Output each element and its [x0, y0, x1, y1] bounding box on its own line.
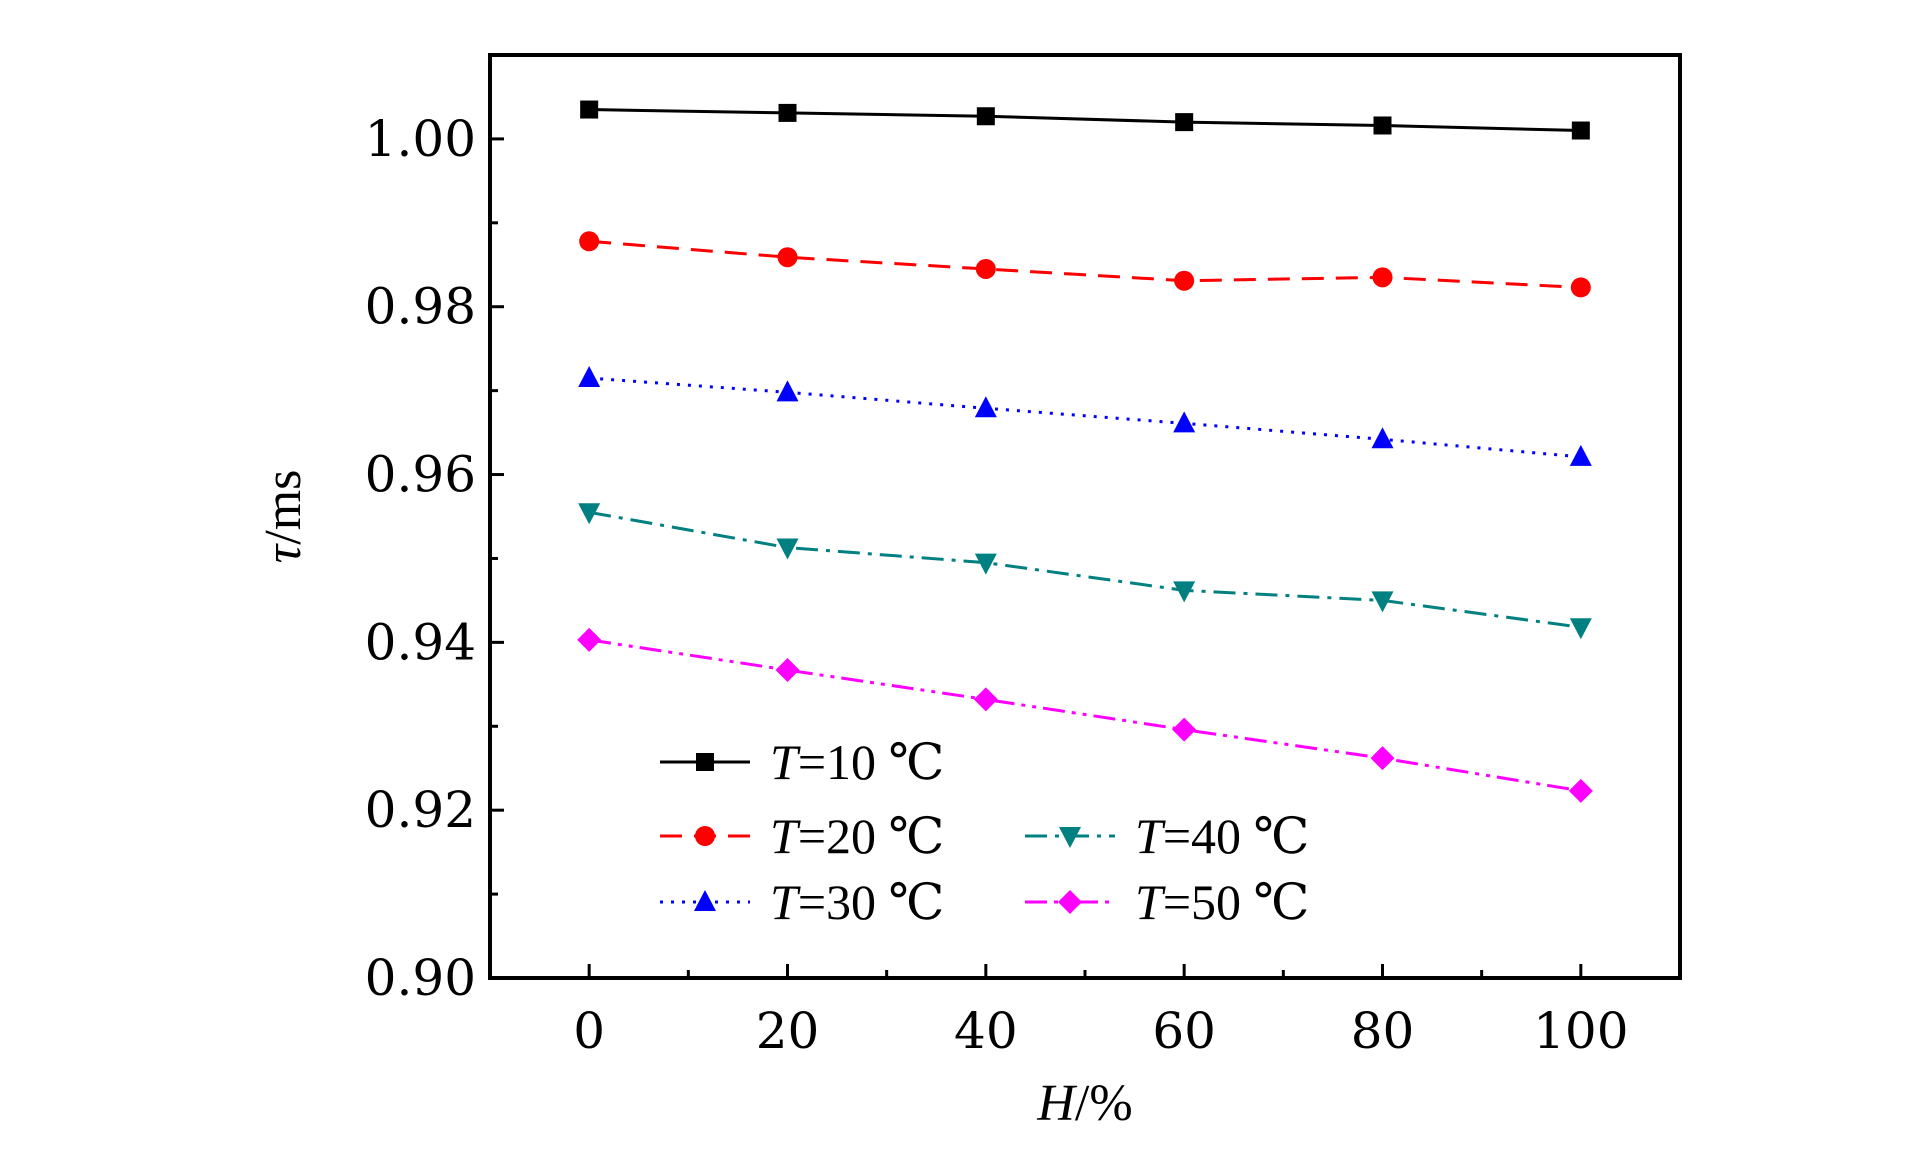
data-point — [1568, 778, 1593, 803]
legend-item-4: T=40 ℃ — [1025, 808, 1309, 864]
data-point — [577, 627, 602, 652]
legend-marker — [694, 890, 716, 911]
data-point — [776, 538, 799, 560]
data-point — [778, 103, 797, 122]
data-point — [777, 247, 798, 268]
data-point — [975, 258, 996, 279]
series-layer — [577, 100, 1593, 803]
legend-marker — [1058, 890, 1082, 914]
y-tick-label: 0.94 — [365, 613, 476, 671]
data-point — [1569, 444, 1592, 466]
x-axis-title: H/% — [1036, 1075, 1132, 1132]
series-2 — [579, 231, 1591, 298]
data-point — [973, 687, 998, 712]
data-point — [1370, 746, 1395, 771]
series-4 — [578, 503, 1592, 640]
data-point — [974, 553, 997, 575]
legend-marker — [695, 826, 715, 846]
y-tick-label: 0.90 — [365, 949, 476, 1007]
legend-item-1: T=10 ℃ — [660, 734, 944, 790]
series-line — [589, 376, 1581, 459]
data-point — [1570, 277, 1591, 298]
legend-label: T=10 ℃ — [770, 734, 944, 790]
legend-marker — [696, 753, 714, 771]
data-point — [1371, 591, 1394, 613]
series-line — [588, 638, 1582, 793]
series-line — [588, 510, 1582, 629]
data-point — [580, 100, 599, 119]
data-point — [1173, 411, 1196, 433]
y-tick-label: 1.00 — [365, 110, 476, 168]
legend-marker — [1059, 827, 1081, 848]
data-point — [578, 503, 601, 525]
data-point — [1371, 427, 1394, 449]
plot-area: 0 20 40 60 80 100 0.90 0.92 0.94 0.96 0.98 1.00 — [365, 53, 1682, 1060]
x-tick-label: 80 — [1351, 1002, 1415, 1060]
data-point — [976, 107, 995, 126]
data-point — [974, 396, 997, 418]
legend-label: T=30 ℃ — [770, 874, 944, 930]
series-line — [589, 239, 1581, 289]
x-tick-label: 100 — [1533, 1002, 1628, 1060]
data-point — [1175, 113, 1194, 132]
x-tick-label: 0 — [573, 1002, 605, 1060]
data-point — [1569, 618, 1592, 640]
data-point — [775, 658, 800, 683]
axis-titles: H/% τ/ms — [255, 470, 1133, 1132]
y-tick-label: 0.98 — [365, 278, 476, 336]
legend-item-3: T=30 ℃ — [660, 874, 944, 930]
series-line — [589, 108, 1581, 133]
x-tick-label: 40 — [954, 1002, 1018, 1060]
series-3 — [578, 366, 1592, 466]
data-point — [1174, 270, 1195, 291]
data-point — [1571, 121, 1590, 140]
y-tick-label: 0.96 — [365, 446, 476, 504]
legend-label: T=20 ℃ — [770, 808, 944, 864]
data-point — [579, 231, 600, 252]
legend-item-2: T=20 ℃ — [660, 808, 944, 864]
legend-label: T=40 ℃ — [1135, 808, 1309, 864]
data-point — [1173, 581, 1196, 603]
x-tick-label: 60 — [1152, 1002, 1216, 1060]
y-tick-label: 0.92 — [365, 781, 476, 839]
data-point — [1373, 116, 1392, 135]
y-axis-title: τ/ms — [255, 470, 312, 564]
legend: T=10 ℃ T=20 ℃ T=30 ℃ T=40 ℃ T=50 ℃ — [660, 734, 1309, 930]
series-5 — [577, 627, 1593, 803]
legend-label: T=50 ℃ — [1135, 874, 1309, 930]
data-point — [578, 366, 601, 388]
series-1 — [580, 100, 1590, 140]
data-point — [1172, 717, 1197, 742]
x-tick-label: 20 — [756, 1002, 820, 1060]
legend-item-5: T=50 ℃ — [1025, 874, 1309, 930]
data-point — [1372, 267, 1393, 288]
plot-frame — [488, 53, 1682, 980]
data-point — [776, 380, 799, 402]
